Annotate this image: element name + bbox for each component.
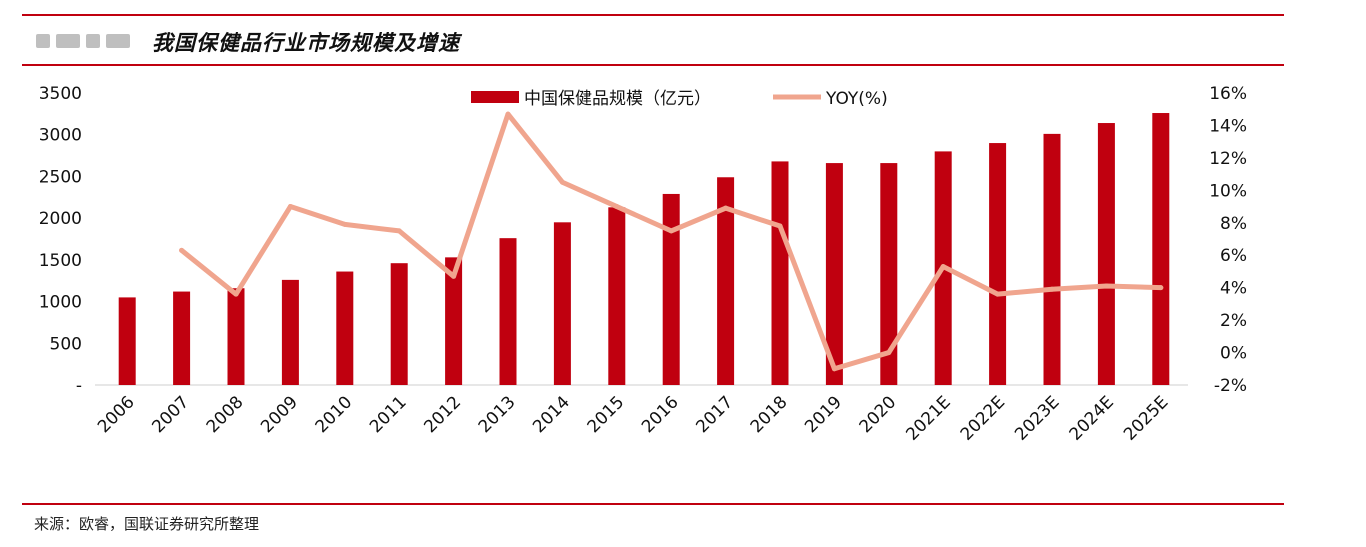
left-tick-label: - — [76, 376, 82, 396]
x-tick-label: 2009 — [257, 392, 302, 437]
bar-2007 — [173, 291, 191, 385]
chart-title: 我国保健品行业市场规模及增速 — [152, 30, 460, 55]
right-tick-label: -2% — [1214, 376, 1247, 396]
legend: 中国保健品规模（亿元） YOY(%) — [471, 89, 888, 109]
bar-2017 — [717, 177, 735, 385]
yoy-point-2020 — [886, 350, 892, 356]
yoy-point-2016 — [668, 228, 674, 234]
x-tick-label: 2015 — [584, 392, 629, 437]
right-tick-label: 8% — [1220, 214, 1247, 234]
x-tick-label: 2016 — [638, 392, 683, 437]
legend-bar-swatch — [471, 91, 519, 103]
x-tick-label: 2020 — [856, 392, 901, 437]
right-tick-label: 14% — [1209, 116, 1247, 136]
right-axis: -2% 0% 2% 4% 6% 8% 10% 12% 14% 16% — [1209, 84, 1247, 396]
bar-2008 — [227, 288, 245, 385]
title-underline-rule — [22, 64, 1284, 66]
legend-bar-label: 中国保健品规模（亿元） — [524, 89, 711, 109]
left-tick-label: 500 — [50, 334, 82, 354]
x-tick-label: 2013 — [475, 392, 520, 437]
yoy-point-2014 — [559, 179, 565, 185]
left-tick-label: 3500 — [39, 84, 82, 104]
bottom-rule — [22, 503, 1284, 505]
left-tick-label: 2500 — [39, 167, 82, 187]
bar-2025E — [1152, 113, 1170, 385]
yoy-point-2019 — [831, 366, 837, 372]
bar-2024E — [1097, 123, 1115, 385]
x-tick-label: 2021E — [902, 392, 954, 444]
line-series — [179, 111, 1164, 372]
yoy-point-2023E — [1049, 286, 1055, 292]
yoy-point-2012 — [451, 273, 457, 279]
bar-2010 — [336, 271, 354, 385]
yoy-point-2011 — [396, 228, 402, 234]
left-tick-label: 2000 — [39, 209, 82, 229]
blurred-logo — [26, 14, 138, 62]
yoy-point-2017 — [723, 205, 729, 211]
bar-2012 — [445, 257, 463, 385]
x-axis-labels: 2006 2007 2008 2009 2010 2011 2012 2013 2014 2015… — [94, 392, 1172, 444]
x-tick-label: 2008 — [203, 392, 248, 437]
right-tick-label: 0% — [1220, 344, 1247, 364]
yoy-point-2015 — [614, 204, 620, 210]
yoy-point-2025E — [1158, 285, 1164, 291]
x-tick-label: 2024E — [1066, 392, 1118, 444]
left-axis: - 500 1000 1500 2000 2500 3000 3500 — [39, 84, 82, 396]
yoy-point-2009 — [287, 204, 293, 210]
yoy-point-2013 — [505, 111, 511, 117]
bar-2022E — [989, 143, 1007, 385]
yoy-point-2018 — [777, 223, 783, 229]
bar-2018 — [771, 161, 789, 385]
right-tick-label: 2% — [1220, 311, 1247, 331]
bar-2016 — [662, 193, 680, 385]
bar-2013 — [499, 238, 517, 385]
bar-2020 — [880, 163, 898, 385]
source-note: 来源：欧睿，国联证券研究所整理 — [34, 515, 260, 533]
yoy-point-2008 — [233, 291, 239, 297]
x-tick-label: 2023E — [1011, 392, 1063, 444]
top-rule — [22, 14, 1284, 16]
bar-2009 — [281, 279, 299, 385]
x-tick-label: 2019 — [801, 392, 846, 437]
bar-2011 — [390, 263, 408, 385]
x-tick-label: 2006 — [94, 392, 139, 437]
bar-2023E — [1043, 133, 1061, 385]
right-tick-label: 6% — [1220, 246, 1247, 266]
x-tick-label: 2018 — [747, 392, 792, 437]
bar-2015 — [608, 207, 626, 385]
yoy-point-2010 — [342, 221, 348, 227]
legend-line-label: YOY(%) — [825, 89, 888, 109]
yoy-point-2024E — [1103, 283, 1109, 289]
x-tick-label: 2017 — [692, 392, 737, 437]
bar-2019 — [825, 163, 843, 385]
x-tick-label: 2007 — [148, 392, 193, 437]
x-tick-label: 2010 — [312, 392, 357, 437]
left-tick-label: 3000 — [39, 126, 82, 146]
yoy-point-2007 — [179, 247, 185, 253]
x-tick-label: 2022E — [957, 392, 1009, 444]
right-tick-label: 16% — [1209, 84, 1247, 104]
right-tick-label: 12% — [1209, 149, 1247, 169]
left-tick-label: 1000 — [39, 293, 82, 313]
bar-2006 — [118, 297, 136, 385]
x-tick-label: 2011 — [366, 392, 411, 437]
left-tick-label: 1500 — [39, 251, 82, 271]
yoy-point-2022E — [995, 291, 1001, 297]
bar-series — [118, 113, 1170, 385]
x-tick-label: 2012 — [420, 392, 465, 437]
right-tick-label: 10% — [1209, 181, 1247, 201]
x-tick-label: 2025E — [1120, 392, 1172, 444]
yoy-point-2021E — [940, 264, 946, 270]
right-tick-label: 4% — [1220, 279, 1247, 299]
bar-2014 — [553, 222, 571, 385]
x-tick-label: 2014 — [529, 392, 574, 437]
